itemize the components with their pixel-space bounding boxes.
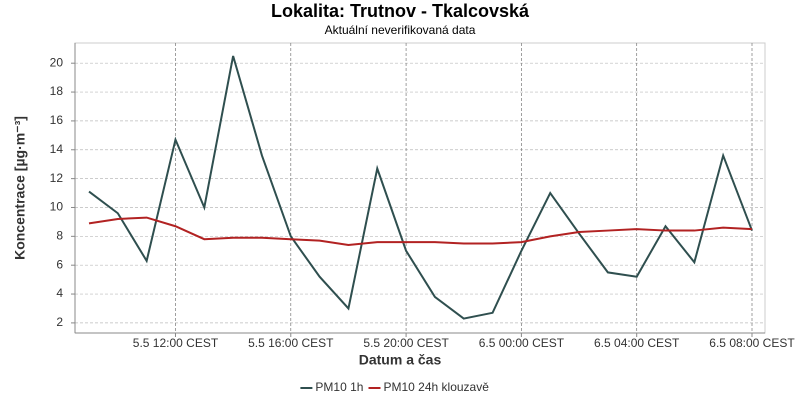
x-tick-label: 6.5 08:00 CEST — [709, 336, 795, 350]
y-tick-label: 10 — [50, 200, 64, 214]
x-axis-label: Datum a čas — [359, 352, 442, 368]
y-axis-label: Koncentrace [µg·m⁻³] — [12, 116, 28, 260]
line-series — [88, 55, 753, 320]
y-tick-label: 6 — [56, 257, 63, 271]
y-tick-label: 20 — [50, 55, 64, 69]
x-tick-label: 5.5 20:00 CEST — [363, 336, 449, 350]
y-tick-label: 16 — [50, 113, 64, 127]
legend-label: PM10 1h — [315, 380, 363, 394]
plot-area — [74, 42, 766, 334]
x-tick-label: 5.5 12:00 CEST — [133, 336, 219, 350]
y-tick-label: 2 — [56, 315, 63, 329]
y-tick-label: 18 — [50, 84, 64, 98]
x-tick-label: 5.5 16:00 CEST — [248, 336, 334, 350]
chart-title: Lokalita: Trutnov - Tkalcovská — [271, 1, 530, 21]
y-tick-label: 8 — [56, 229, 63, 243]
legend-label: PM10 24h klouzavě — [384, 380, 490, 394]
line-series — [88, 216, 753, 246]
x-tick-label: 6.5 04:00 CEST — [594, 336, 680, 350]
y-tick-label: 12 — [50, 171, 64, 185]
chart-subtitle: Aktuální neverifikovaná data — [325, 23, 476, 37]
x-tick-label: 6.5 00:00 CEST — [479, 336, 565, 350]
y-tick-label: 4 — [56, 286, 63, 300]
y-tick-label: 14 — [50, 142, 64, 156]
